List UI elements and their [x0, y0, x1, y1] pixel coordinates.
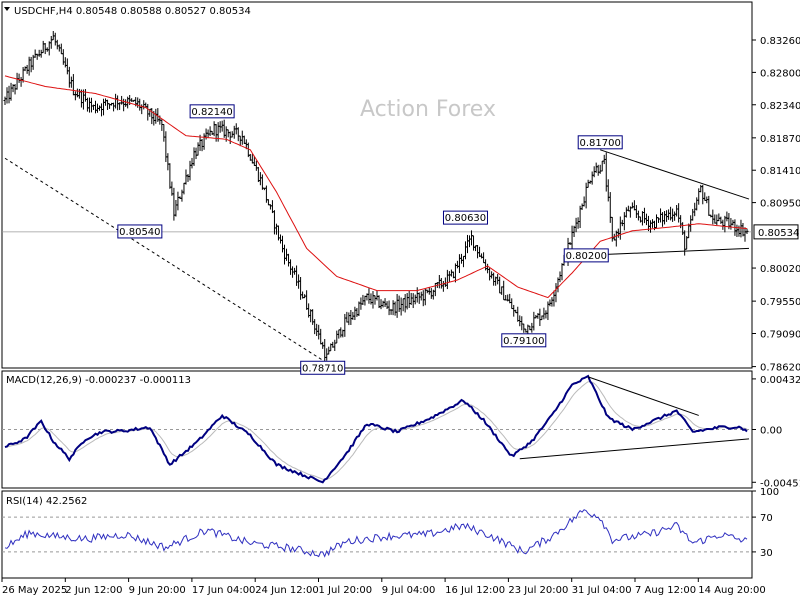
svg-text:0.81700: 0.81700 [580, 138, 621, 149]
price-panel-frame [1, 1, 753, 369]
macd-panel-header: MACD(12,26,9) -0.000237 -0.000113 [6, 375, 191, 386]
price-panel: 0.82140 0.80540 0.78710 0.80630 0.79100 0.817… [2, 30, 752, 375]
price-axis-label: 0.83260 [760, 36, 800, 47]
svg-text:0.78710: 0.78710 [302, 363, 343, 374]
price-panel-header: USDCHF,H4 0.80548 0.80588 0.80527 0.8053… [14, 6, 251, 17]
collapse-arrow-icon[interactable] [4, 7, 10, 11]
macd-line [4, 374, 748, 484]
price-axis-label: 0.80020 [760, 264, 800, 275]
svg-text:0.79100: 0.79100 [503, 336, 544, 347]
time-axis-label: 9 Jun 20:00 [129, 585, 186, 596]
svg-text:0.80540: 0.80540 [119, 227, 160, 238]
rsi-axis-label: 70 [760, 513, 773, 524]
time-axis-label: 16 Jul 12:00 [445, 585, 505, 596]
rsi-line [4, 509, 748, 558]
price-axis-label: 0.79090 [760, 330, 800, 341]
price-label: 0.79100 [501, 333, 547, 348]
time-axis-label: 2 Jun 12:00 [65, 585, 122, 596]
current-price-marker [753, 224, 799, 240]
macd-axis-label: 0.004325 [760, 375, 800, 386]
time-axis-label: 31 Jul 04:00 [572, 585, 632, 596]
price-label: 0.80630 [442, 210, 488, 225]
price-label: 0.82140 [189, 104, 235, 119]
price-trendline [600, 149, 750, 200]
svg-text:0.80630: 0.80630 [445, 213, 486, 224]
price-axis-label: 0.79550 [760, 297, 800, 308]
price-axis-label: 0.82800 [760, 68, 800, 79]
price-axis-label: 0.80950 [760, 199, 800, 210]
rsi-axis-label: 30 [760, 548, 773, 559]
svg-text:0.82140: 0.82140 [191, 107, 232, 118]
rsi-panel-header: RSI(14) 42.2562 [6, 496, 87, 507]
macd-axis-label: 0.00 [760, 426, 782, 437]
price-trendline [600, 247, 750, 256]
time-axis-label: 24 Jun 12:00 [255, 585, 319, 596]
rsi-axis-label: 100 [760, 487, 779, 498]
macd-axis-label: -0.004511 [760, 478, 800, 489]
time-axis-label: 23 Jul 20:00 [508, 585, 568, 596]
price-label: 0.80540 [117, 224, 163, 239]
rsi-panel-frame [1, 490, 753, 579]
rsi-panel [2, 509, 752, 558]
time-axis-label: 9 Jul 04:00 [382, 585, 436, 596]
price-trendline [4, 157, 323, 361]
price-bar [745, 228, 749, 234]
watermark: Action Forex [360, 97, 496, 122]
time-axis-label: 14 Aug 20:00 [698, 585, 765, 596]
axis-labels: 0.83260 0.82800 0.82340 0.81870 0.81410 0.809… [1, 36, 800, 596]
time-axis-label: 17 Jun 04:00 [192, 585, 256, 596]
price-axis-label: 0.81870 [760, 134, 800, 145]
price-axis-label: 0.82340 [760, 101, 800, 112]
macd-panel [2, 374, 752, 484]
time-axis-label: 7 Aug 12:00 [635, 585, 696, 596]
current-price-label: 0.80534 [758, 228, 799, 239]
macd-trendline [519, 438, 750, 460]
price-label: 0.78710 [300, 360, 346, 375]
price-label: 0.80200 [563, 248, 609, 263]
price-label: 0.81700 [577, 135, 623, 150]
macd-trendline [587, 376, 699, 416]
time-axis-label: 1 Jul 20:00 [319, 585, 373, 596]
price-axis-label: 0.81410 [760, 166, 800, 177]
price-axis-label: 0.78620 [760, 363, 800, 374]
time-axis-label: 26 May 2025 [2, 585, 67, 596]
svg-text:0.80200: 0.80200 [566, 251, 607, 262]
moving-average-line [4, 75, 748, 299]
